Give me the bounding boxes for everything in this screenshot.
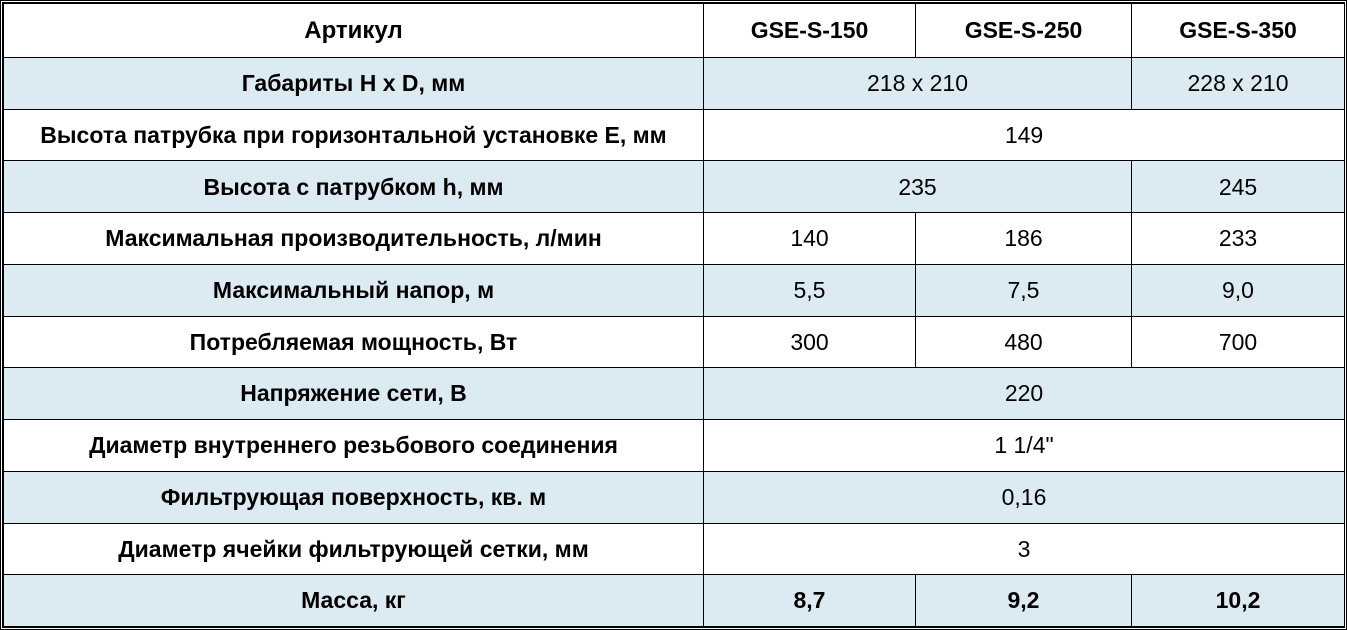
row-label-cell: Высота с патрубком h, мм [3, 160, 704, 214]
row-value-cell: 3 [703, 522, 1345, 576]
row-label-cell: Напряжение сети, В [3, 367, 704, 421]
table-row: Габариты H x D, мм 218 x 210 228 x 210 [3, 56, 1345, 110]
row-value-cell: 700 [1131, 315, 1345, 369]
row-value-cell: 140 [703, 212, 916, 265]
row-value-cell: 220 [703, 367, 1345, 421]
row-value-cell: 5,5 [703, 263, 916, 317]
table-row: Потребляемая мощность, Вт 300 480 700 [3, 315, 1345, 369]
row-label-cell: Высота патрубка при горизонтальной устан… [3, 108, 704, 162]
row-value-cell: 480 [915, 315, 1132, 369]
row-label-cell: Максимальная производительность, л/мин [3, 212, 704, 265]
row-label-cell: Габариты H x D, мм [3, 56, 704, 110]
row-label-cell: Диаметр внутреннего резьбового соединени… [3, 419, 704, 472]
row-value-cell: 245 [1131, 160, 1345, 214]
row-value-cell: 235 [703, 160, 1132, 214]
row-value-cell: 8,7 [703, 574, 916, 627]
table-row: Максимальный напор, м 5,5 7,5 9,0 [3, 263, 1345, 317]
row-value-cell: 218 x 210 [703, 56, 1132, 110]
table-row: Высота с патрубком h, мм 235 245 [3, 160, 1345, 214]
table-row: Диаметр внутреннего резьбового соединени… [3, 419, 1345, 472]
table-header-row: Артикул GSE-S-150 GSE-S-250 GSE-S-350 [3, 3, 1345, 58]
row-value-cell: 228 x 210 [1131, 56, 1345, 110]
row-label-cell: Масса, кг [3, 574, 704, 627]
table-row: Максимальная производительность, л/мин 14… [3, 212, 1345, 265]
header-sku-cell-1: GSE-S-150 [703, 3, 916, 58]
row-value-cell: 1 1/4" [703, 419, 1345, 472]
specification-table-body: Артикул GSE-S-150 GSE-S-250 GSE-S-350 Габари… [3, 3, 1345, 627]
table-row: Диаметр ячейки фильтрующей сетки, мм 3 [3, 522, 1345, 576]
table-row: Фильтрующая поверхность, кв. м 0,16 [3, 470, 1345, 524]
header-sku-cell-3: GSE-S-350 [1131, 3, 1345, 58]
header-sku-cell-2: GSE-S-250 [915, 3, 1132, 58]
row-label-cell: Диаметр ячейки фильтрующей сетки, мм [3, 522, 704, 576]
row-value-cell: 186 [915, 212, 1132, 265]
row-value-cell: 233 [1131, 212, 1345, 265]
row-value-cell: 7,5 [915, 263, 1132, 317]
row-value-cell: 9,0 [1131, 263, 1345, 317]
row-value-cell: 300 [703, 315, 916, 369]
row-label-cell: Максимальный напор, м [3, 263, 704, 317]
row-value-cell: 0,16 [703, 470, 1345, 524]
row-value-cell: 149 [703, 108, 1345, 162]
row-label-cell: Фильтрующая поверхность, кв. м [3, 470, 704, 524]
table-row: Масса, кг 8,7 9,2 10,2 [3, 574, 1345, 627]
specification-table: Артикул GSE-S-150 GSE-S-250 GSE-S-350 Габари… [3, 3, 1345, 627]
table-row: Напряжение сети, В 220 [3, 367, 1345, 421]
row-value-cell: 9,2 [915, 574, 1132, 627]
row-value-cell: 10,2 [1131, 574, 1345, 627]
row-label-cell: Потребляемая мощность, Вт [3, 315, 704, 369]
table-row: Высота патрубка при горизонтальной устан… [3, 108, 1345, 162]
header-label-cell: Артикул [3, 3, 704, 58]
